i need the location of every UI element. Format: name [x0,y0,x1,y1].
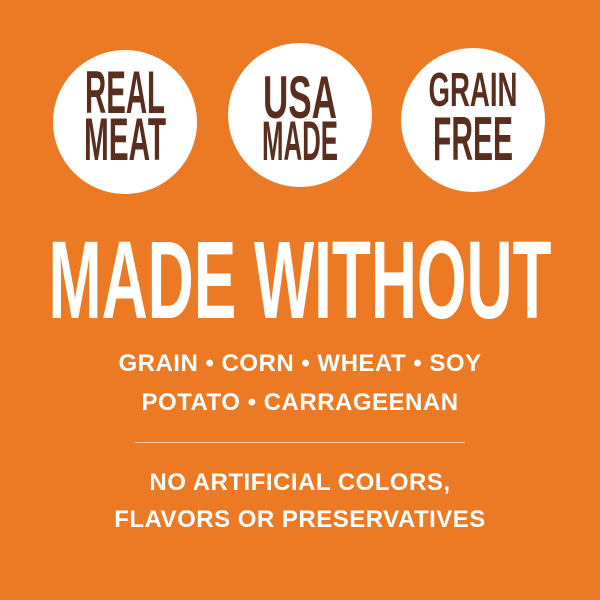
badge-line2: MEAT [84,106,166,173]
ingredients-line-2: POTATO • CARRAGEENAN [141,389,459,416]
claim-line-2: FLAVORS OR PRESERVATIVES [114,506,486,533]
ingredients-line-1: GRAIN • CORN • WHEAT • SOY [118,350,482,377]
badge-line1: REAL [85,59,165,126]
badge-line2: MADE [262,109,338,172]
badge-line2: FREE [433,105,513,174]
headline: MADE WITHOUT [0,228,600,338]
real-meat-badge-text: REAL MEAT [84,59,166,173]
badge-line1: GRAIN [429,64,518,117]
claim-line-1: NO ARTIFICIAL COLORS, [149,469,451,496]
divider [135,442,465,443]
usa-made-badge-text: USA MADE [262,64,338,172]
real-meat-badge: REAL MEAT [53,50,197,194]
badge-line1: USA [263,64,337,131]
usa-made-badge: USA MADE [228,43,372,187]
grain-free-badge-text: GRAIN FREE [429,64,518,174]
grain-free-badge: GRAIN FREE [401,48,545,192]
headline-text: MADE WITHOUT [49,228,552,338]
headline-svg: MADE WITHOUT [49,228,552,338]
